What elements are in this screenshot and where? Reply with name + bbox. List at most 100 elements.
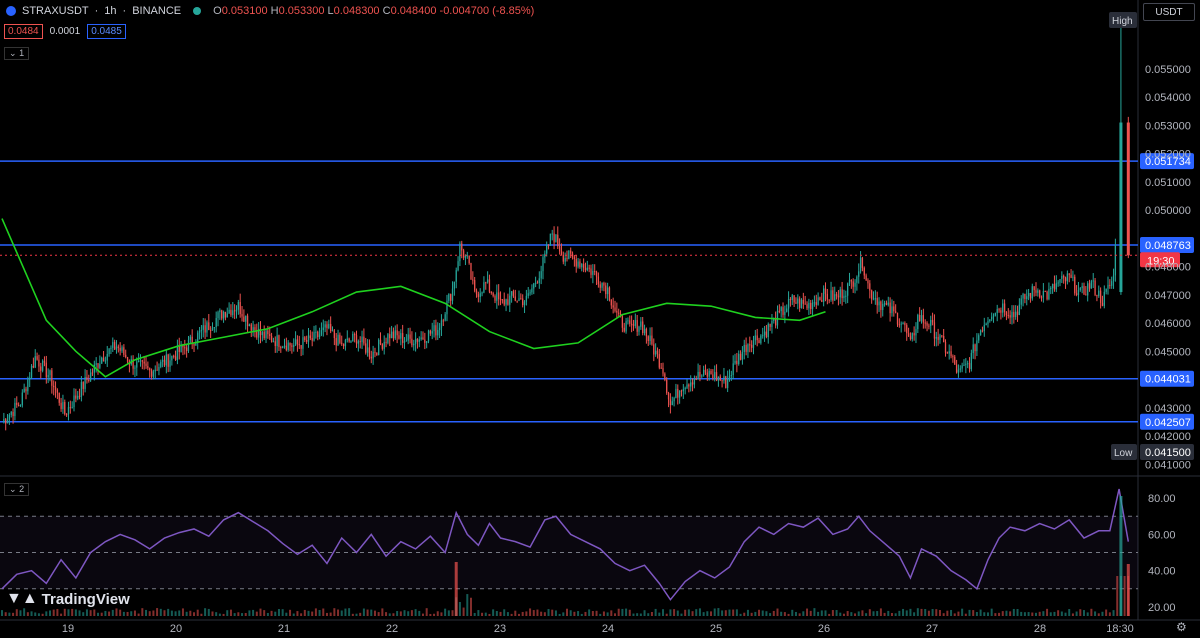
candle-body <box>167 354 169 367</box>
candle-body <box>924 322 926 324</box>
candle-body <box>859 257 862 272</box>
volume-bar <box>776 608 779 616</box>
candle-body <box>1092 280 1094 282</box>
volume-bar <box>846 611 849 616</box>
candle-body <box>824 288 827 294</box>
candle-body <box>989 319 991 322</box>
candle-body <box>1035 290 1037 293</box>
candle-body <box>285 345 287 351</box>
candle-body <box>25 388 27 392</box>
volume-bar <box>536 609 539 616</box>
horizontal-levels[interactable]: 0.051734 0.048763 0.044031 0.042507 <box>0 153 1194 430</box>
candle-body <box>209 330 212 332</box>
volume-bar <box>746 609 749 616</box>
volume-bar <box>614 613 617 616</box>
volume-bar <box>669 609 672 616</box>
price-tick-label: 0.042000 <box>1145 431 1191 443</box>
volume-bar <box>137 613 140 616</box>
gear-icon[interactable]: ⚙ <box>1176 620 1187 634</box>
volume-bar <box>1101 611 1104 616</box>
candle-body <box>259 328 262 336</box>
candle-body <box>627 320 629 322</box>
candle-body <box>660 367 662 369</box>
candle-body <box>1033 286 1035 291</box>
candle-body <box>791 295 793 300</box>
candle-body <box>80 382 83 397</box>
volume-bar <box>935 609 938 616</box>
candle-body <box>300 345 302 349</box>
symbol-name[interactable]: STRAXUSDT <box>22 5 89 17</box>
candle-body <box>141 360 143 362</box>
candle-body <box>754 335 756 341</box>
symbol-logo-icon <box>6 6 16 16</box>
candle-body <box>645 328 648 337</box>
volume-bar <box>1057 610 1060 616</box>
candle-body <box>191 336 193 344</box>
rsi-pane-toggle[interactable]: ⌄ 2 <box>4 483 30 496</box>
volume-bar <box>506 612 509 616</box>
ask-button[interactable]: 0.0485 <box>87 24 126 39</box>
candle-body <box>86 376 88 381</box>
volume-bar <box>1112 610 1115 616</box>
volume-bar <box>244 613 247 616</box>
candle-body <box>780 307 782 312</box>
candles <box>3 18 1130 431</box>
candle-body <box>1057 282 1059 284</box>
candle-body <box>664 373 666 380</box>
candle-body <box>298 344 300 346</box>
currency-selector[interactable]: USDT <box>1143 3 1195 21</box>
volume-bar <box>643 610 646 616</box>
volume-bar <box>318 610 321 616</box>
interval-label[interactable]: 1h <box>104 5 117 17</box>
candle-body <box>1055 283 1057 290</box>
candle-body <box>1015 311 1017 318</box>
candle-body <box>998 309 1000 311</box>
candle-body <box>6 419 9 424</box>
volume-bar <box>473 612 476 616</box>
volume-bar <box>241 613 244 616</box>
volume-bar <box>654 608 657 616</box>
main-pane-toggle[interactable]: ⌄ 1 <box>4 47 30 60</box>
volume-bar <box>916 608 919 616</box>
volume-bar <box>126 611 129 616</box>
candle-body <box>333 330 335 339</box>
volume-bar <box>854 613 857 616</box>
candle-body <box>41 360 44 371</box>
price-axis[interactable]: 0.041000 0.042000 0.043000 0.045000 0.046000… <box>1109 12 1194 471</box>
candle-body <box>821 299 823 302</box>
volume-bar <box>673 609 676 616</box>
volume-bar <box>998 612 1001 616</box>
volume-bar <box>1 610 3 616</box>
volume-bar <box>481 612 484 616</box>
time-axis[interactable]: 19 20 21 22 23 24 25 26 27 28 18:30 <box>62 623 1134 635</box>
candle-body <box>352 333 354 342</box>
candle-body <box>730 375 732 377</box>
candle-body <box>200 329 203 332</box>
candle-body <box>88 380 90 382</box>
volume-bar <box>562 612 565 616</box>
candle-body <box>354 333 356 336</box>
candle-body <box>274 341 276 347</box>
candle-body <box>1072 276 1074 278</box>
candle-body <box>976 340 978 352</box>
time-tick-label: 24 <box>602 623 614 635</box>
candle-body <box>461 243 463 251</box>
volume-bar <box>189 610 192 616</box>
price-tick-label: 0.046000 <box>1145 318 1191 330</box>
bid-button[interactable]: 0.0484 <box>4 24 43 39</box>
candle-body <box>411 338 413 346</box>
volume-bar <box>787 613 790 616</box>
candle-body <box>1098 290 1100 297</box>
volume-bar <box>540 611 543 616</box>
candle-body <box>883 303 886 305</box>
candle-body <box>872 299 875 301</box>
candle-body <box>1070 274 1072 278</box>
volume-bar <box>857 611 860 616</box>
candle-body <box>43 360 46 363</box>
candle-body <box>640 321 642 327</box>
candle-body <box>387 334 389 343</box>
volume-bar <box>503 609 506 616</box>
candle-body <box>928 325 930 327</box>
candle-body <box>904 323 906 326</box>
